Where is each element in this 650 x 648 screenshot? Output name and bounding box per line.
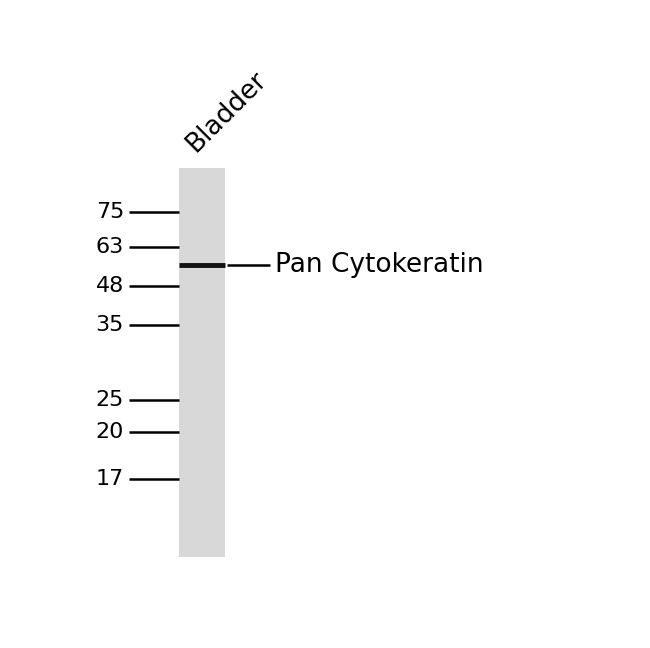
Text: 48: 48: [96, 276, 124, 296]
Text: 20: 20: [96, 422, 124, 442]
Text: 25: 25: [96, 389, 124, 410]
FancyBboxPatch shape: [179, 168, 225, 557]
Text: 35: 35: [96, 315, 124, 335]
Text: 63: 63: [96, 237, 124, 257]
Text: Pan Cytokeratin: Pan Cytokeratin: [275, 252, 484, 278]
Text: 75: 75: [96, 202, 124, 222]
Text: 17: 17: [96, 469, 124, 489]
Text: Bladder: Bladder: [181, 67, 272, 157]
